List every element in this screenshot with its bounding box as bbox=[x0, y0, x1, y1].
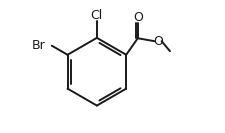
Text: Cl: Cl bbox=[91, 9, 103, 22]
Text: O: O bbox=[133, 11, 143, 24]
Text: O: O bbox=[153, 35, 163, 48]
Text: Br: Br bbox=[32, 39, 46, 52]
